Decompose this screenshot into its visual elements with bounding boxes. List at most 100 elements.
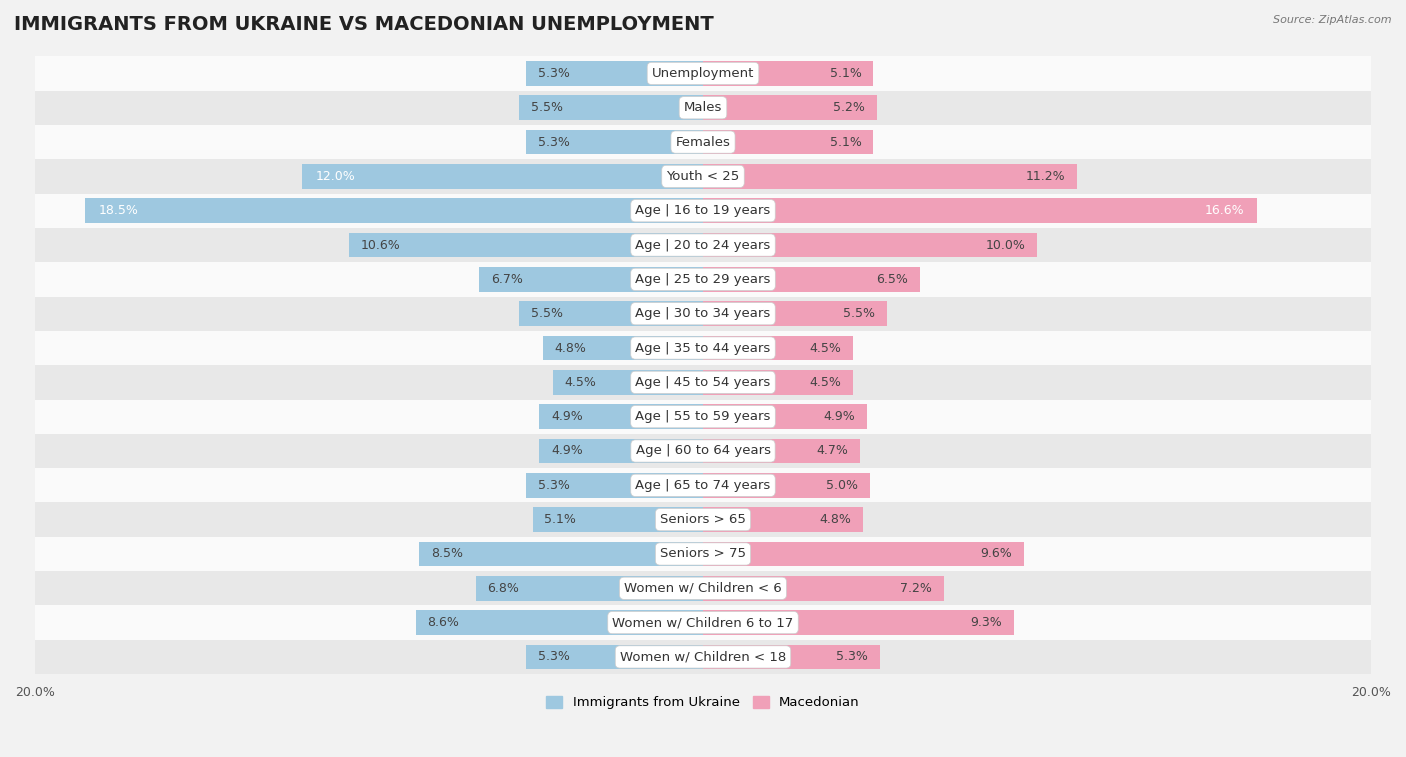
Bar	[703, 507, 863, 532]
Text: 5.3%: 5.3%	[537, 479, 569, 492]
Bar	[84, 198, 703, 223]
Text: Females: Females	[675, 136, 731, 148]
Text: Source: ZipAtlas.com: Source: ZipAtlas.com	[1274, 15, 1392, 25]
Bar	[703, 61, 873, 86]
Bar	[35, 228, 1371, 262]
Bar	[526, 61, 703, 86]
Text: 5.1%: 5.1%	[830, 136, 862, 148]
Text: Unemployment: Unemployment	[652, 67, 754, 80]
Text: 4.5%: 4.5%	[810, 341, 842, 354]
Text: Age | 65 to 74 years: Age | 65 to 74 years	[636, 479, 770, 492]
Text: Seniors > 75: Seniors > 75	[659, 547, 747, 560]
Text: IMMIGRANTS FROM UKRAINE VS MACEDONIAN UNEMPLOYMENT: IMMIGRANTS FROM UKRAINE VS MACEDONIAN UN…	[14, 15, 714, 34]
Text: Males: Males	[683, 101, 723, 114]
Bar	[35, 159, 1371, 194]
Text: 6.8%: 6.8%	[488, 582, 519, 595]
Text: Women w/ Children 6 to 17: Women w/ Children 6 to 17	[613, 616, 793, 629]
Text: 5.3%: 5.3%	[537, 136, 569, 148]
Text: Youth < 25: Youth < 25	[666, 170, 740, 183]
Text: Age | 30 to 34 years: Age | 30 to 34 years	[636, 307, 770, 320]
Text: 8.5%: 8.5%	[430, 547, 463, 560]
Text: 11.2%: 11.2%	[1026, 170, 1066, 183]
Text: Seniors > 65: Seniors > 65	[659, 513, 747, 526]
Bar	[703, 95, 877, 120]
Text: 5.2%: 5.2%	[834, 101, 865, 114]
Bar	[302, 164, 703, 188]
Text: 5.5%: 5.5%	[531, 307, 562, 320]
Bar	[35, 537, 1371, 571]
Text: 8.6%: 8.6%	[427, 616, 460, 629]
Bar	[703, 370, 853, 394]
Bar	[540, 404, 703, 429]
Text: 5.3%: 5.3%	[837, 650, 869, 663]
Text: 4.7%: 4.7%	[817, 444, 848, 457]
Text: 5.0%: 5.0%	[827, 479, 858, 492]
Text: Age | 45 to 54 years: Age | 45 to 54 years	[636, 375, 770, 389]
Text: 6.5%: 6.5%	[876, 273, 908, 286]
Bar	[703, 404, 866, 429]
Bar	[479, 267, 703, 291]
Bar	[703, 576, 943, 600]
Text: 4.9%: 4.9%	[551, 410, 582, 423]
Text: 5.1%: 5.1%	[544, 513, 576, 526]
Legend: Immigrants from Ukraine, Macedonian: Immigrants from Ukraine, Macedonian	[541, 690, 865, 715]
Bar	[703, 438, 860, 463]
Text: 4.5%: 4.5%	[564, 375, 596, 389]
Bar	[540, 438, 703, 463]
Bar	[519, 95, 703, 120]
Bar	[703, 164, 1077, 188]
Bar	[35, 297, 1371, 331]
Bar	[526, 129, 703, 154]
Bar	[35, 468, 1371, 503]
Text: 4.9%: 4.9%	[551, 444, 582, 457]
Bar	[533, 507, 703, 532]
Bar	[419, 541, 703, 566]
Bar	[475, 576, 703, 600]
Text: 10.0%: 10.0%	[986, 238, 1025, 251]
Bar	[35, 571, 1371, 606]
Text: 7.2%: 7.2%	[900, 582, 932, 595]
Bar	[553, 370, 703, 394]
Text: 4.9%: 4.9%	[824, 410, 855, 423]
Text: 18.5%: 18.5%	[98, 204, 138, 217]
Bar	[35, 503, 1371, 537]
Bar	[703, 335, 853, 360]
Text: Age | 25 to 29 years: Age | 25 to 29 years	[636, 273, 770, 286]
Bar	[349, 232, 703, 257]
Text: 5.5%: 5.5%	[844, 307, 875, 320]
Bar	[35, 640, 1371, 674]
Text: 4.5%: 4.5%	[810, 375, 842, 389]
Bar	[526, 644, 703, 669]
Bar	[703, 541, 1024, 566]
Bar	[35, 125, 1371, 159]
Bar	[703, 232, 1038, 257]
Text: 5.3%: 5.3%	[537, 650, 569, 663]
Text: Age | 20 to 24 years: Age | 20 to 24 years	[636, 238, 770, 251]
Text: Age | 55 to 59 years: Age | 55 to 59 years	[636, 410, 770, 423]
Text: 9.3%: 9.3%	[970, 616, 1002, 629]
Bar	[703, 473, 870, 497]
Text: 16.6%: 16.6%	[1205, 204, 1244, 217]
Bar	[703, 198, 1257, 223]
Bar	[543, 335, 703, 360]
Bar	[35, 606, 1371, 640]
Text: 6.7%: 6.7%	[491, 273, 523, 286]
Text: Age | 35 to 44 years: Age | 35 to 44 years	[636, 341, 770, 354]
Text: 4.8%: 4.8%	[820, 513, 852, 526]
Text: Women w/ Children < 18: Women w/ Children < 18	[620, 650, 786, 663]
Text: Age | 60 to 64 years: Age | 60 to 64 years	[636, 444, 770, 457]
Bar	[35, 56, 1371, 91]
Bar	[35, 365, 1371, 400]
Bar	[703, 610, 1014, 635]
Bar	[35, 400, 1371, 434]
Bar	[35, 331, 1371, 365]
Bar	[35, 262, 1371, 297]
Bar	[526, 473, 703, 497]
Bar	[703, 129, 873, 154]
Text: 5.3%: 5.3%	[537, 67, 569, 80]
Text: 9.6%: 9.6%	[980, 547, 1012, 560]
Text: 12.0%: 12.0%	[315, 170, 356, 183]
Bar	[703, 301, 887, 326]
Bar	[35, 194, 1371, 228]
Bar	[35, 434, 1371, 468]
